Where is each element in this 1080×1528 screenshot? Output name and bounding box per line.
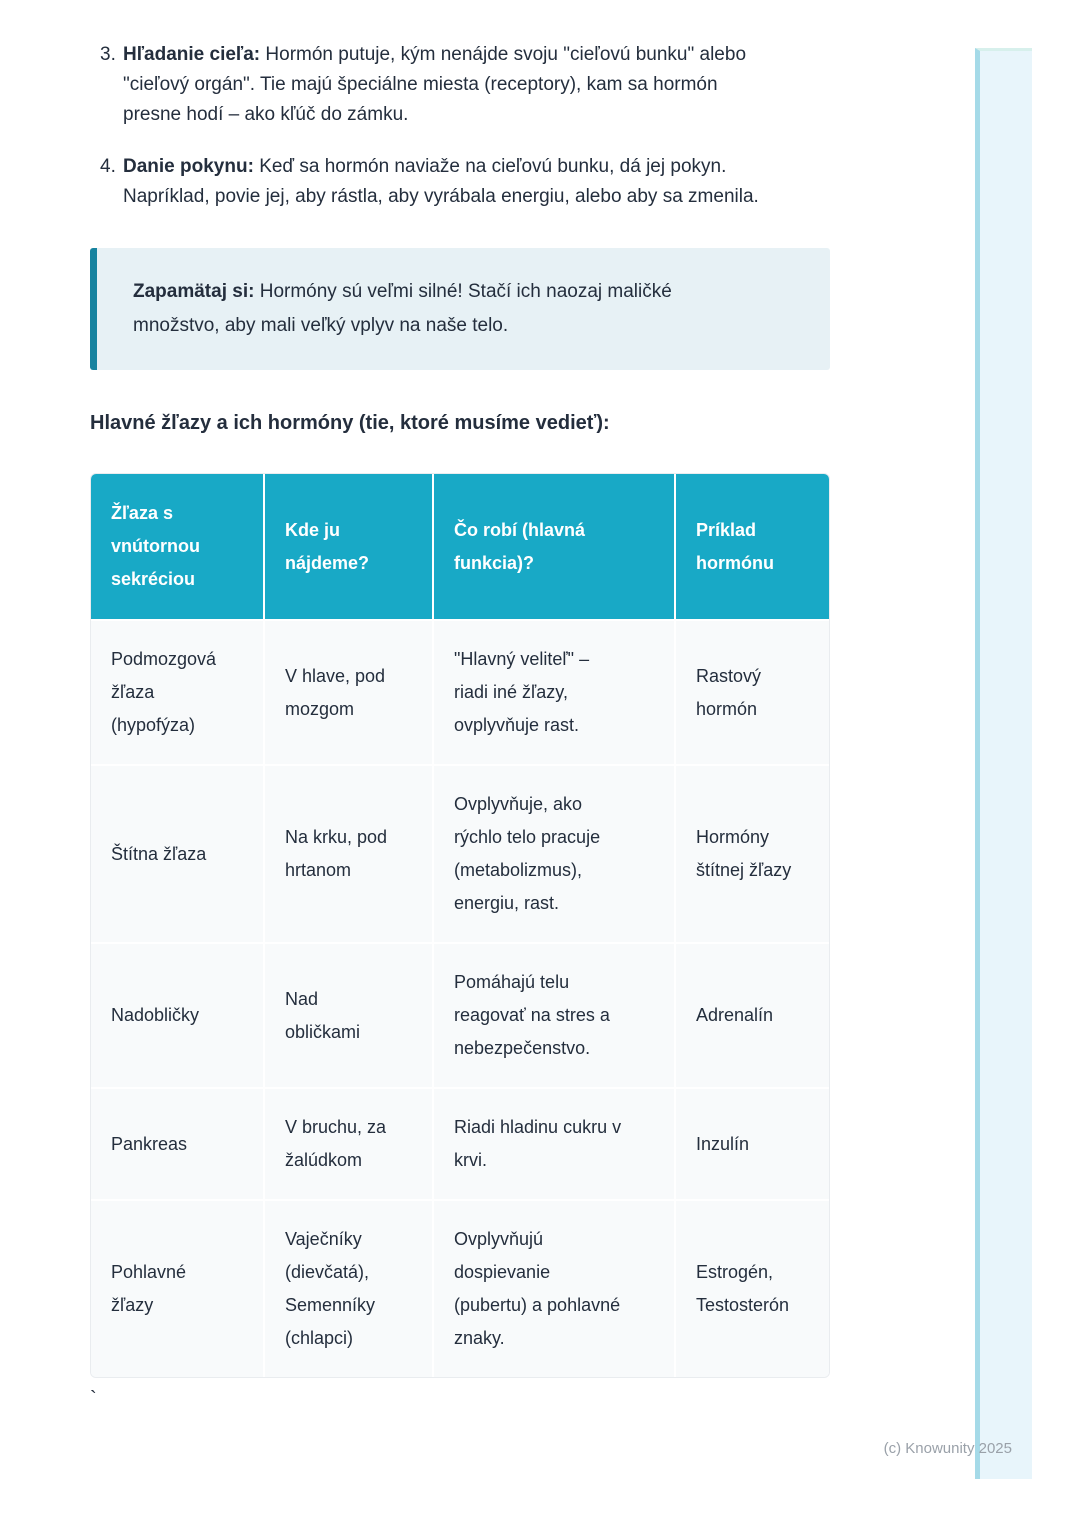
cell-location: V bruchu, za žalúdkom (265, 1087, 434, 1199)
cell-hormone: Adrenalín (676, 942, 829, 1087)
column-header-location: Kde ju nájdeme? (265, 474, 434, 619)
list-item-lead: Hľadanie cieľa: (123, 44, 261, 65)
column-header-hormone: Príklad hormónu (676, 474, 829, 619)
column-header-function: Čo robí (hlavná funkcia)? (434, 474, 676, 619)
list-number: 4. (100, 156, 116, 177)
list-item-4: 4. Danie pokynu: Keď sa hormón naviaže n… (100, 152, 835, 212)
cell-hormone: Rastový hormón (676, 619, 829, 764)
cell-gland: Podmozgová žľaza (hypofýza) (91, 619, 265, 764)
cell-gland: Pankreas (91, 1087, 265, 1199)
table-header-row: Žľaza s vnútornou sekréciou Kde ju nájde… (91, 474, 829, 619)
cell-location: Nad obličkami (265, 942, 434, 1087)
cell-hormone: Estrogén, Testosterón (676, 1199, 829, 1377)
remember-callout: Zapamätaj si: Hormóny sú veľmi silné! St… (90, 248, 830, 370)
list-item-lead: Danie pokynu: (123, 156, 254, 177)
list-item-body: Hormón putuje, kým nenájde svoju "cieľov… (123, 44, 747, 125)
list-item-text: Danie pokynu: Keď sa hormón naviaže na c… (123, 152, 768, 212)
cell-location: Na krku, pod hrtanom (265, 764, 434, 942)
table-row: Nadobličky Nad obličkami Pomáhajú telu r… (91, 942, 829, 1087)
list-item-body: Keď sa hormón naviaže na cieľovú bunku, … (123, 156, 759, 207)
cell-location: V hlave, pod mozgom (265, 619, 434, 764)
cell-function: "Hlavný veliteľ" – riadi iné žľazy, ovpl… (434, 619, 676, 764)
callout-body: Hormóny sú veľmi silné! Stačí ich naozaj… (133, 281, 672, 336)
copyright-footer: (c) Knowunity 2025 (883, 1440, 1012, 1457)
stray-backtick: ` (90, 1388, 97, 1410)
table-row: Podmozgová žľaza (hypofýza) V hlave, pod… (91, 619, 829, 764)
callout-text: Zapamätaj si: Hormóny sú veľmi silné! St… (133, 275, 753, 343)
cell-gland: Pohlavné žľazy (91, 1199, 265, 1377)
page-side-stripe (975, 48, 1032, 1479)
cell-function: Pomáhajú telu reagovať na stres a nebezp… (434, 942, 676, 1087)
section-heading: Hlavné žľazy a ich hormóny (tie, ktoré m… (90, 412, 610, 434)
list-item-3: 3. Hľadanie cieľa: Hormón putuje, kým ne… (100, 40, 835, 130)
glands-table: Žľaza s vnútornou sekréciou Kde ju nájde… (90, 473, 830, 1378)
table-row: Pankreas V bruchu, za žalúdkom Riadi hla… (91, 1087, 829, 1199)
cell-function: Riadi hladinu cukru v krvi. (434, 1087, 676, 1199)
cell-gland: Nadobličky (91, 942, 265, 1087)
cell-location: Vaječníky (dievčatá), Semenníky (chlapci… (265, 1199, 434, 1377)
page-content: 3. Hľadanie cieľa: Hormón putuje, kým ne… (90, 40, 835, 1378)
glands-table-grid: Žľaza s vnútornou sekréciou Kde ju nájde… (91, 474, 829, 1377)
table-row: Pohlavné žľazy Vaječníky (dievčatá), Sem… (91, 1199, 829, 1377)
list-item-text: Hľadanie cieľa: Hormón putuje, kým nenáj… (123, 40, 768, 130)
cell-hormone: Inzulín (676, 1087, 829, 1199)
cell-gland: Štítna žľaza (91, 764, 265, 942)
cell-function: Ovplyvňuje, ako rýchlo telo pracuje (met… (434, 764, 676, 942)
callout-lead: Zapamätaj si: (133, 281, 255, 302)
list-number: 3. (100, 44, 116, 65)
table-row: Štítna žľaza Na krku, pod hrtanom Ovplyv… (91, 764, 829, 942)
cell-function: Ovplyvňujú dospievanie (pubertu) a pohla… (434, 1199, 676, 1377)
cell-hormone: Hormóny štítnej žľazy (676, 764, 829, 942)
column-header-gland: Žľaza s vnútornou sekréciou (91, 474, 265, 619)
